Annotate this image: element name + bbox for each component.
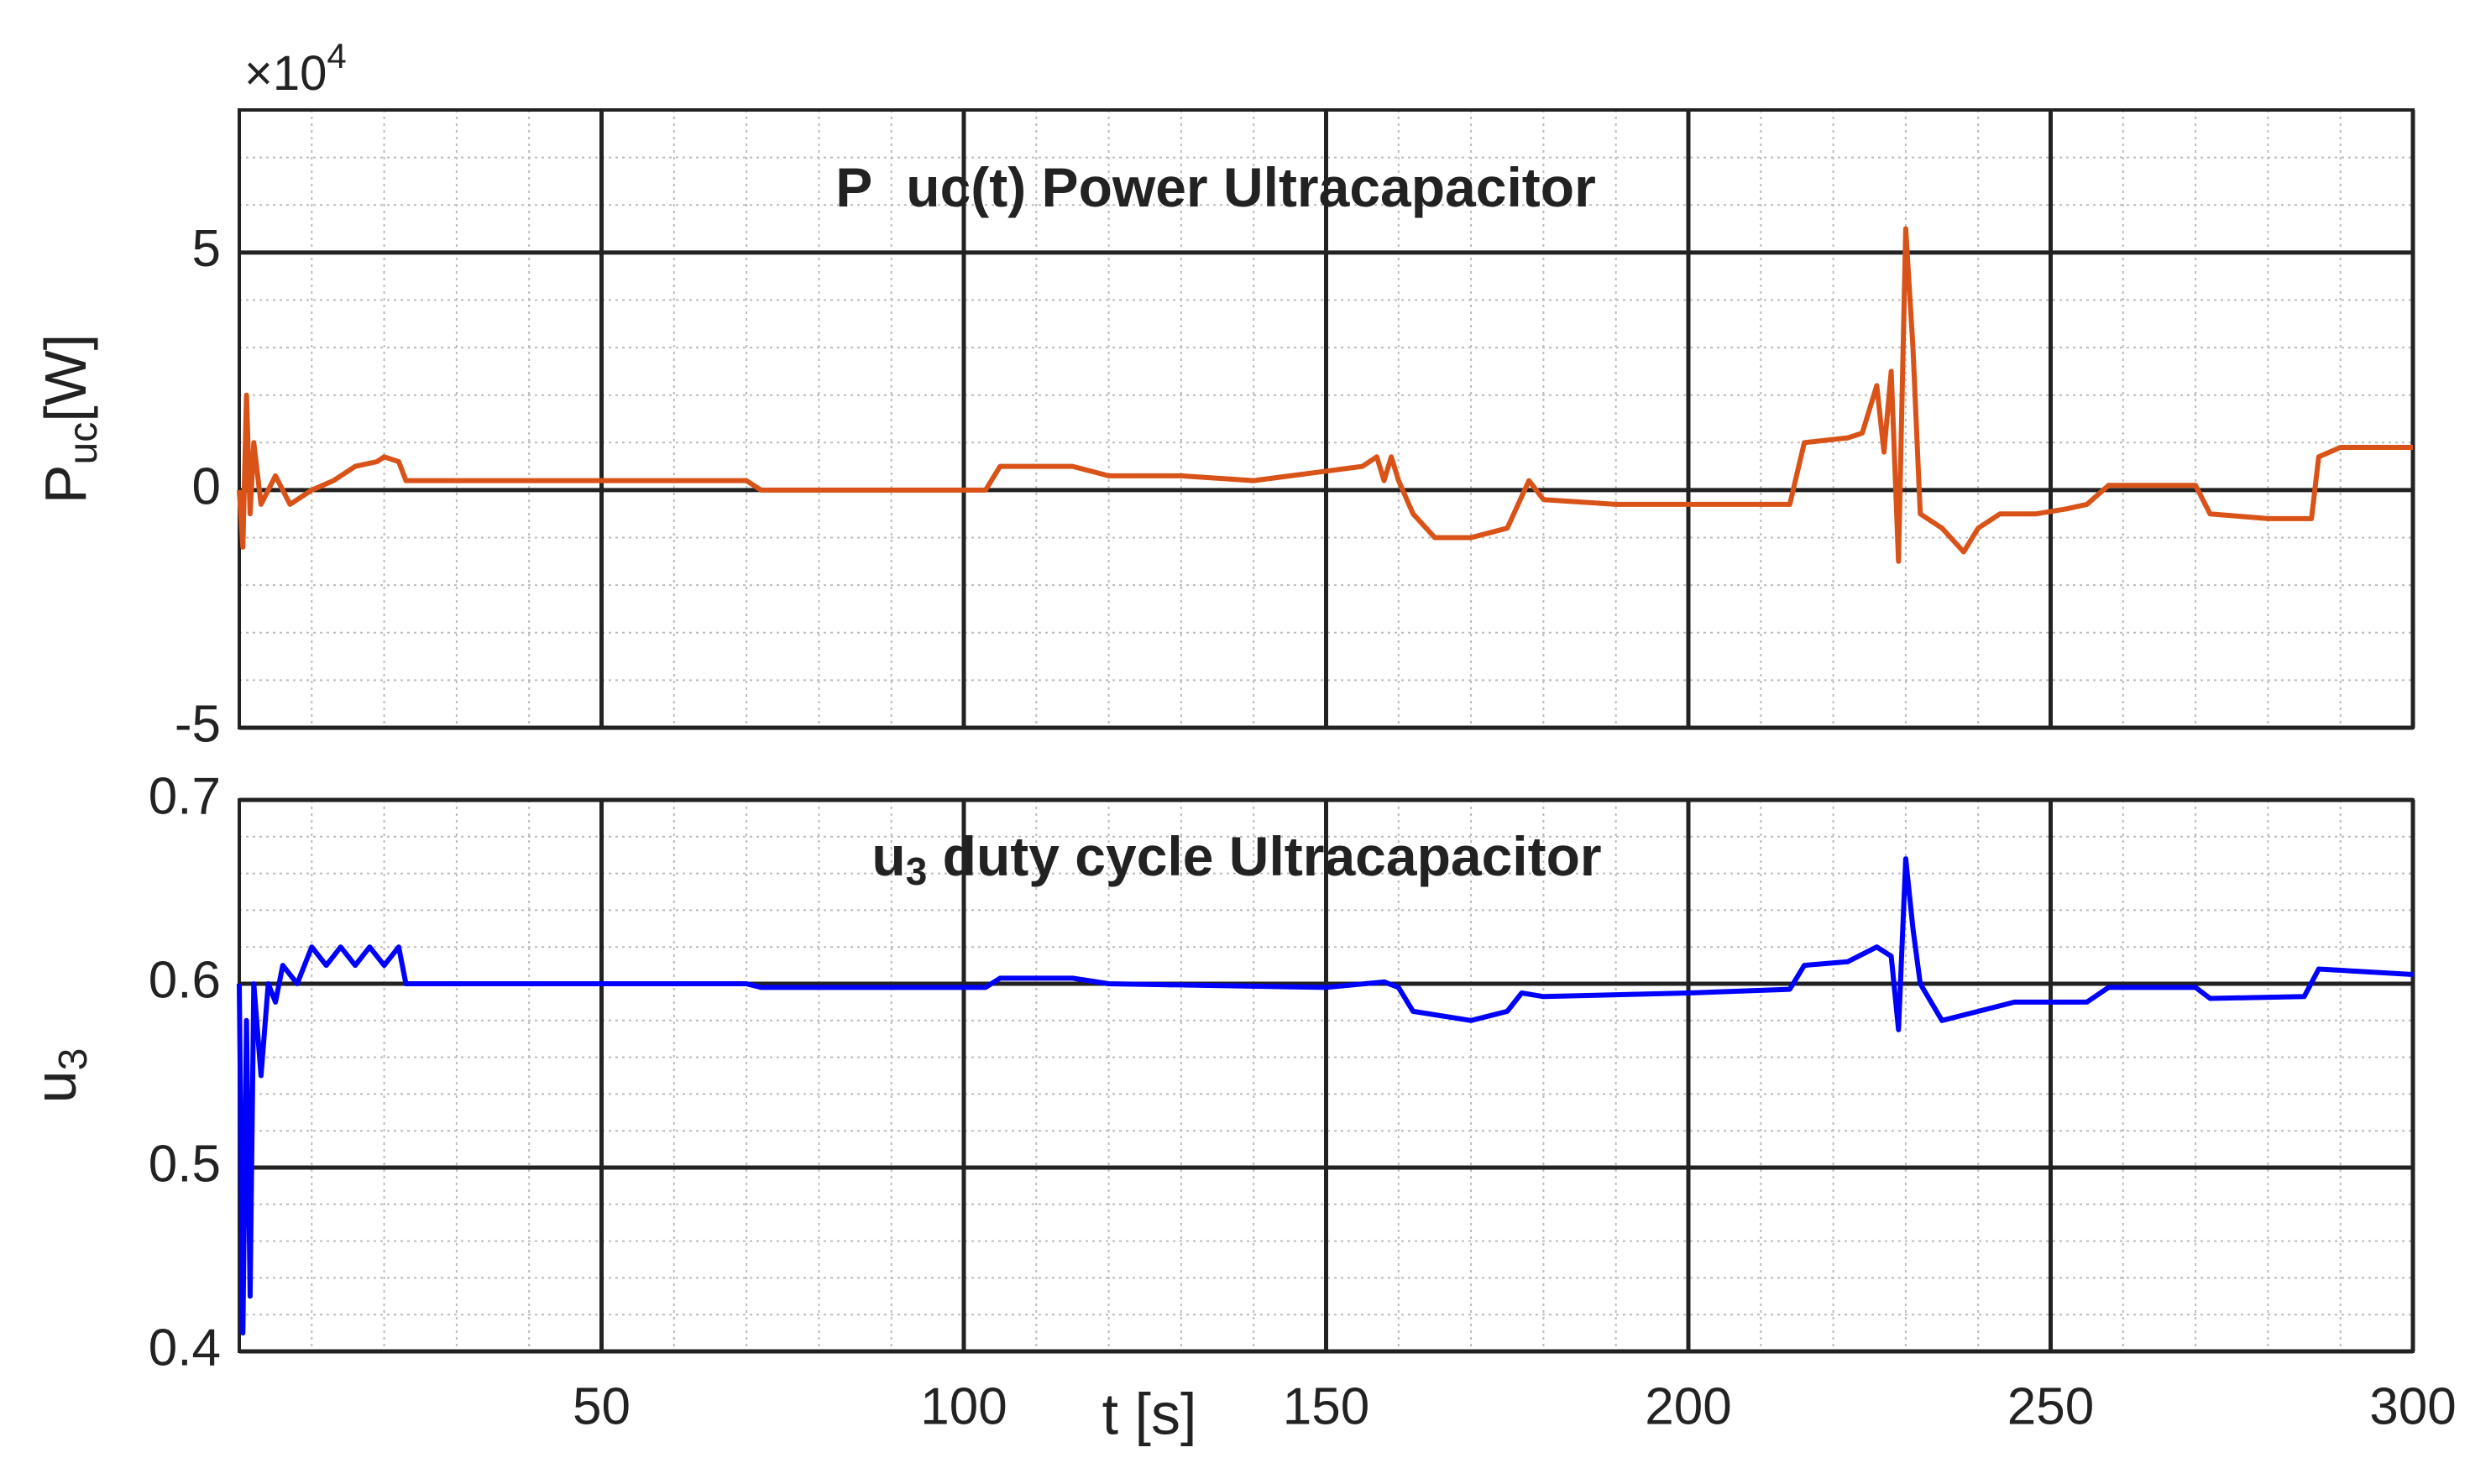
title-part: u — [871, 825, 905, 887]
exponent-power: 4 — [327, 36, 346, 76]
y-tick-label: -5 — [175, 695, 221, 753]
title-part: uc(t) Power Ultracapacitor — [906, 156, 1596, 218]
y-label-part: u — [23, 1070, 88, 1103]
y-label-part: P — [33, 464, 98, 504]
title-part: P — [835, 156, 872, 218]
x-tick-label: 200 — [1645, 1377, 1731, 1435]
y-tick-label: 0 — [192, 457, 221, 515]
y-label-part: 3 — [51, 1048, 96, 1071]
x-tick-label: 100 — [920, 1377, 1007, 1435]
y-axis-label: Puc[W] — [33, 334, 105, 504]
x-tick-label: 150 — [1283, 1377, 1369, 1435]
y-exponent: ×104 — [244, 36, 347, 101]
x-tick-label: 50 — [573, 1377, 631, 1435]
x-axis-label: t [s] — [1102, 1381, 1197, 1446]
data-line — [237, 856, 2414, 1336]
y-tick-label: 0.6 — [149, 951, 221, 1009]
plot-frame — [238, 108, 2415, 729]
chart-title: u3 duty cycle Ultracapacitor — [871, 825, 1601, 893]
data-line — [237, 226, 2413, 564]
y-label-part: uc — [61, 422, 106, 465]
y-label-part: [W] — [33, 334, 98, 422]
title-part: 3 — [906, 849, 928, 893]
title-part: duty cycle Ultracapacitor — [927, 825, 1601, 887]
x-tick-label: 300 — [2369, 1377, 2456, 1435]
y-tick-label: 5 — [192, 220, 221, 278]
y-tick-label: 0.4 — [149, 1319, 221, 1377]
y-tick-label: 0.5 — [149, 1135, 221, 1193]
exponent-base: ×10 — [244, 46, 327, 101]
x-tick-label: 250 — [2007, 1377, 2094, 1435]
y-axis-label: u3 — [23, 1048, 95, 1104]
y-tick-label: 0.7 — [149, 767, 221, 825]
